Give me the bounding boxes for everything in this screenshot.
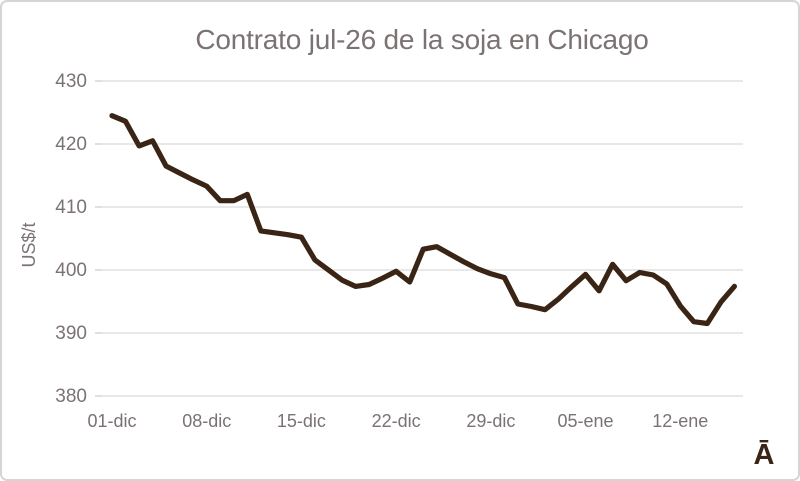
chart-title: Contrato jul-26 de la soja en Chicago	[195, 24, 649, 55]
y-axis-ticks-layer	[95, 80, 102, 397]
x-tick-label: 05-ene	[558, 411, 614, 431]
y-axis-title: US$/t	[19, 222, 39, 267]
y-tick-label: 380	[55, 386, 87, 407]
x-tick-label: 22-dic	[372, 411, 421, 431]
x-tick-labels-layer: 01-dic 08-dic 15-dic 22-dic 29-dic 05-ene 12-e…	[87, 411, 708, 431]
x-tick-label: 12-ene	[652, 411, 708, 431]
stray-character: Ā	[754, 439, 775, 471]
y-tick-label: 390	[55, 323, 87, 344]
y-tick-label: 430	[55, 71, 87, 92]
x-tick-label: 29-dic	[466, 411, 515, 431]
y-tick-label: 420	[55, 134, 87, 155]
x-tick-label: 08-dic	[182, 411, 231, 431]
gridlines-layer	[102, 80, 743, 397]
y-tick-labels-layer: 380 390 400 410 420 430	[55, 71, 87, 407]
y-tick-label: 410	[55, 197, 87, 218]
x-tick-label: 01-dic	[87, 411, 136, 431]
price-series-line	[109, 113, 738, 327]
price-series-layer	[109, 113, 738, 327]
y-tick-label: 400	[55, 260, 87, 281]
x-tick-label: 15-dic	[277, 411, 326, 431]
